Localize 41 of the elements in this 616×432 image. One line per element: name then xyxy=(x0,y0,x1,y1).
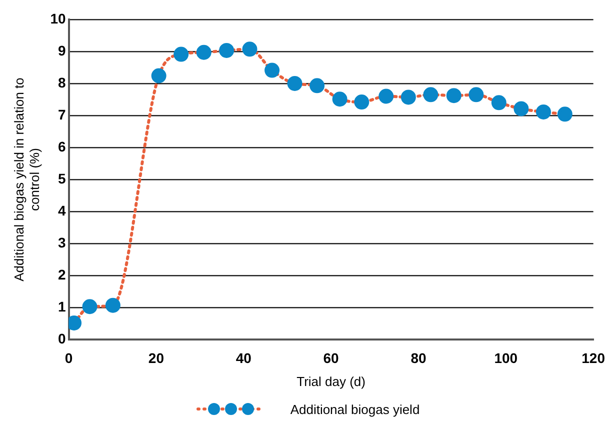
point xyxy=(82,299,98,314)
point xyxy=(491,95,506,110)
point xyxy=(332,92,348,107)
point xyxy=(557,106,572,122)
y-tick-label: 10 xyxy=(50,10,66,26)
point xyxy=(423,87,438,102)
point xyxy=(287,76,302,91)
point xyxy=(354,94,370,110)
x-tick-label: 80 xyxy=(410,350,426,366)
point xyxy=(264,62,280,78)
x-tick-label: 60 xyxy=(323,350,340,366)
y-tick-label: 9 xyxy=(58,42,66,58)
y-tick-label: 1 xyxy=(58,298,66,314)
x-tick-label: 20 xyxy=(148,350,164,366)
x-tick-label: 120 xyxy=(582,350,606,366)
x-axis-title: Trial day (d) xyxy=(296,374,366,389)
point xyxy=(310,78,325,94)
point xyxy=(219,42,234,58)
y-axis-title: Additional biogas yield in relation to control (%) xyxy=(11,78,42,282)
point xyxy=(514,101,529,116)
x-tick-label: 40 xyxy=(236,350,252,366)
x-tick-label: 100 xyxy=(494,350,518,366)
y-tick-label: 4 xyxy=(58,202,66,218)
y-tick-label: 0 xyxy=(58,330,66,346)
point xyxy=(196,44,212,60)
point xyxy=(378,88,394,104)
point xyxy=(446,88,462,104)
y-tick-label: 3 xyxy=(58,234,66,250)
y-tick-label: 5 xyxy=(58,170,66,186)
point xyxy=(536,104,551,120)
point xyxy=(468,87,484,102)
point xyxy=(151,68,166,84)
point xyxy=(174,46,189,62)
y-tick-label: 6 xyxy=(58,138,66,154)
point xyxy=(105,298,120,313)
point xyxy=(400,90,416,105)
y-tick-label: 2 xyxy=(58,266,66,282)
text: Additional biogas yield xyxy=(290,402,420,416)
y-tick-label: 8 xyxy=(58,74,66,90)
y-tick-label: 7 xyxy=(58,106,66,122)
point xyxy=(242,42,258,57)
